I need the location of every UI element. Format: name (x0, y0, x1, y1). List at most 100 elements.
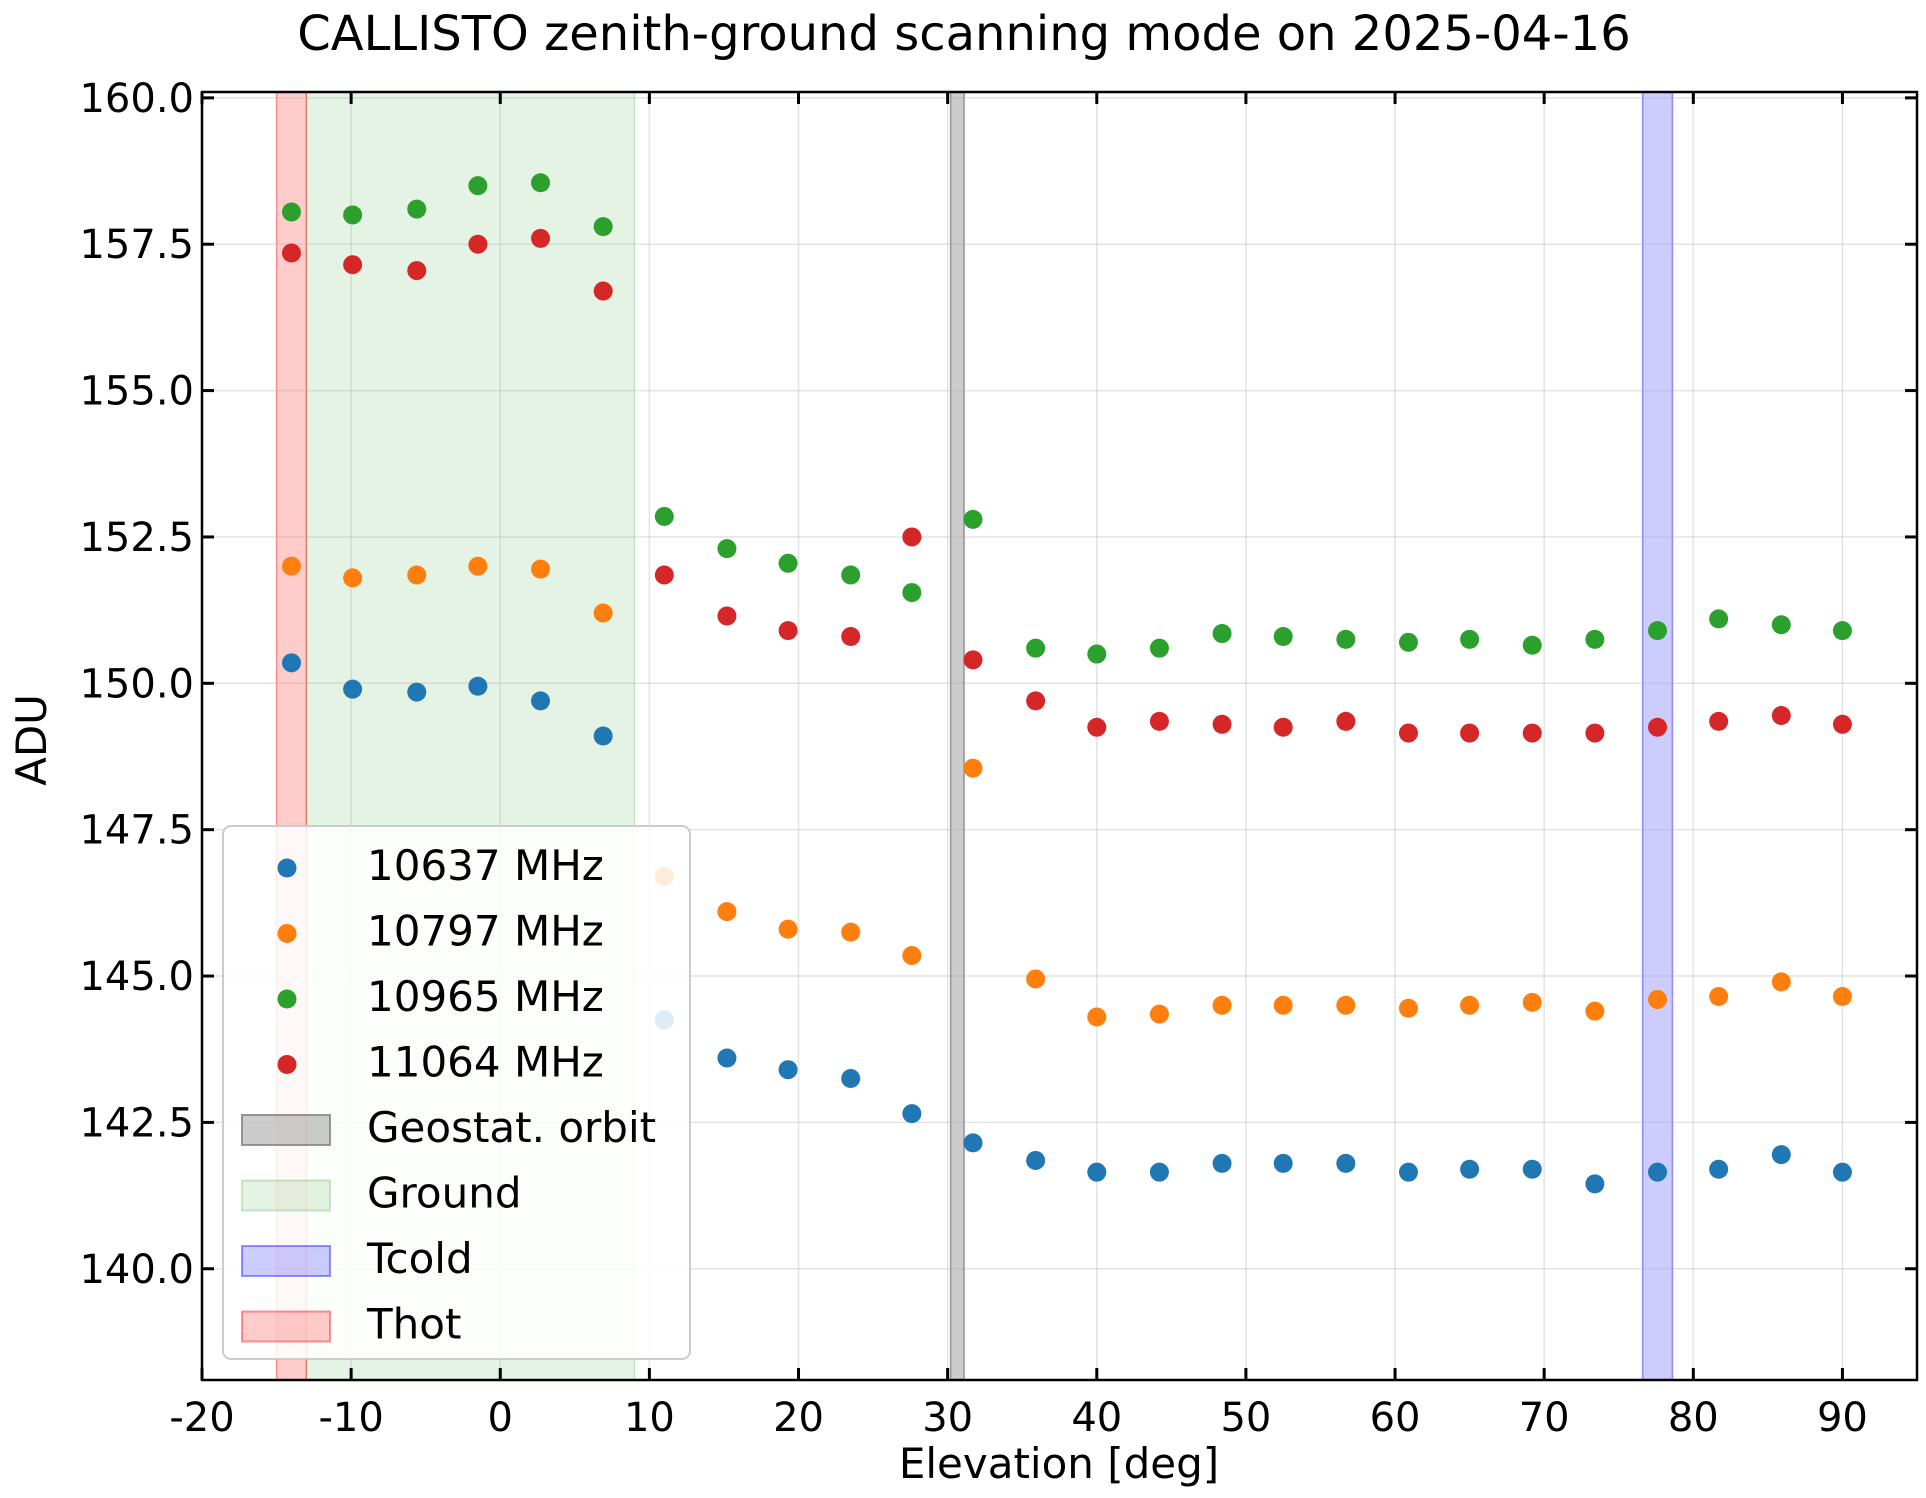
point-series2-16 (1273, 626, 1293, 646)
x-tick-label-8: 60 (1370, 1395, 1421, 1441)
point-series3-20 (1522, 723, 1542, 743)
point-series3-11 (963, 650, 983, 670)
point-series3-21 (1585, 723, 1605, 743)
point-series1-24 (1771, 972, 1791, 992)
point-series2-13 (1087, 644, 1107, 664)
legend-label-series1: 10797 MHz (367, 907, 604, 956)
point-series3-2 (407, 261, 427, 281)
point-series2-10 (902, 583, 922, 603)
legend-swatch-band3 (241, 1310, 331, 1343)
point-series0-13 (1087, 1162, 1107, 1182)
point-series3-19 (1460, 723, 1480, 743)
x-tick-label-5: 30 (922, 1395, 973, 1441)
point-series0-19 (1460, 1159, 1480, 1179)
point-series1-18 (1398, 998, 1418, 1018)
axis-ticks: -20 -10 0 10 20 30 40 50 60 70 80 90 140.0 142.5 145.0… (79, 76, 1917, 1441)
point-series2-9 (841, 565, 861, 585)
legend-swatch-band0 (241, 1114, 331, 1146)
point-series2-14 (1149, 638, 1169, 658)
y-tick-label-2: 145.0 (79, 954, 194, 1000)
y-tick-label-1: 142.5 (79, 1100, 194, 1146)
point-series0-3 (468, 676, 488, 696)
point-series2-21 (1585, 629, 1605, 649)
point-series1-13 (1087, 1007, 1107, 1027)
x-tick-label-6: 40 (1071, 1395, 1122, 1441)
point-series3-6 (654, 565, 674, 585)
point-series1-8 (778, 919, 798, 939)
legend: 10637 MHz 10797 MHz 10965 MHz 11064 MHz Geos… (222, 825, 691, 1360)
point-series3-18 (1398, 723, 1418, 743)
y-tick-label-8: 160.0 (79, 76, 194, 122)
x-tick-label-9: 70 (1519, 1395, 1570, 1441)
point-series2-19 (1460, 629, 1480, 649)
point-series3-1 (343, 255, 363, 275)
legend-label-band2: Tcold (366, 1234, 473, 1283)
point-series3-3 (468, 234, 488, 254)
point-series3-12 (1026, 691, 1046, 711)
point-series0-7 (717, 1048, 737, 1068)
point-series0-4 (531, 691, 551, 711)
point-series2-23 (1709, 609, 1729, 629)
point-series0-23 (1709, 1159, 1729, 1179)
point-series1-7 (717, 902, 737, 922)
x-tick-label-10: 80 (1668, 1395, 1719, 1441)
legend-label-band0: Geostat. orbit (367, 1103, 656, 1152)
point-series2-7 (717, 539, 737, 559)
point-series0-16 (1273, 1153, 1293, 1173)
point-series1-4 (531, 559, 551, 579)
data-points (281, 173, 1852, 1194)
legend-marker-series1 (277, 924, 297, 943)
point-series1-20 (1522, 992, 1542, 1012)
chart-title: CALLISTO zenith-ground scanning mode on … (297, 6, 1630, 62)
point-series2-2 (407, 199, 427, 219)
point-series3-13 (1087, 717, 1107, 737)
point-series0-8 (778, 1060, 798, 1080)
point-series0-14 (1149, 1162, 1169, 1182)
point-series1-14 (1149, 1004, 1169, 1024)
point-series0-17 (1336, 1153, 1356, 1173)
y-tick-label-7: 157.5 (79, 222, 194, 268)
point-series2-17 (1336, 629, 1356, 649)
point-series1-9 (841, 922, 861, 942)
point-series0-21 (1585, 1174, 1605, 1194)
point-series0-24 (1771, 1145, 1791, 1165)
point-series0-10 (902, 1104, 922, 1124)
point-series0-18 (1398, 1162, 1418, 1182)
point-series1-23 (1709, 987, 1729, 1007)
legend-marker-series0 (277, 858, 297, 878)
point-series2-24 (1771, 615, 1791, 635)
point-series1-17 (1336, 995, 1356, 1015)
point-series1-2 (407, 565, 427, 585)
point-series2-5 (593, 217, 613, 237)
point-series3-14 (1149, 711, 1169, 731)
point-series3-22 (1648, 717, 1668, 737)
point-series2-12 (1026, 638, 1046, 658)
point-series3-16 (1273, 717, 1293, 737)
point-series3-5 (593, 281, 613, 301)
point-series1-3 (468, 556, 488, 576)
y-tick-label-5: 152.5 (79, 515, 194, 561)
point-series3-17 (1336, 711, 1356, 731)
band-0 (949, 91, 965, 1381)
point-series3-9 (841, 626, 861, 646)
point-series3-7 (717, 606, 737, 626)
point-series0-11 (963, 1133, 983, 1153)
point-series1-1 (343, 568, 363, 588)
point-series3-8 (778, 621, 798, 641)
point-series2-4 (531, 173, 551, 193)
legend-marker-series2 (277, 989, 297, 1009)
y-tick-label-0: 140.0 (79, 1247, 194, 1293)
point-series1-5 (593, 603, 613, 623)
point-series1-11 (963, 758, 983, 778)
point-series0-22 (1648, 1162, 1668, 1182)
x-tick-label-2: 0 (488, 1395, 513, 1441)
point-series3-25 (1832, 714, 1852, 734)
point-series3-24 (1771, 706, 1791, 726)
legend-label-band3: Thot (366, 1300, 461, 1349)
point-series3-0 (281, 243, 301, 263)
point-series2-22 (1648, 621, 1668, 641)
y-tick-label-4: 150.0 (79, 661, 194, 707)
point-series0-12 (1026, 1150, 1046, 1170)
point-series2-6 (654, 506, 674, 526)
